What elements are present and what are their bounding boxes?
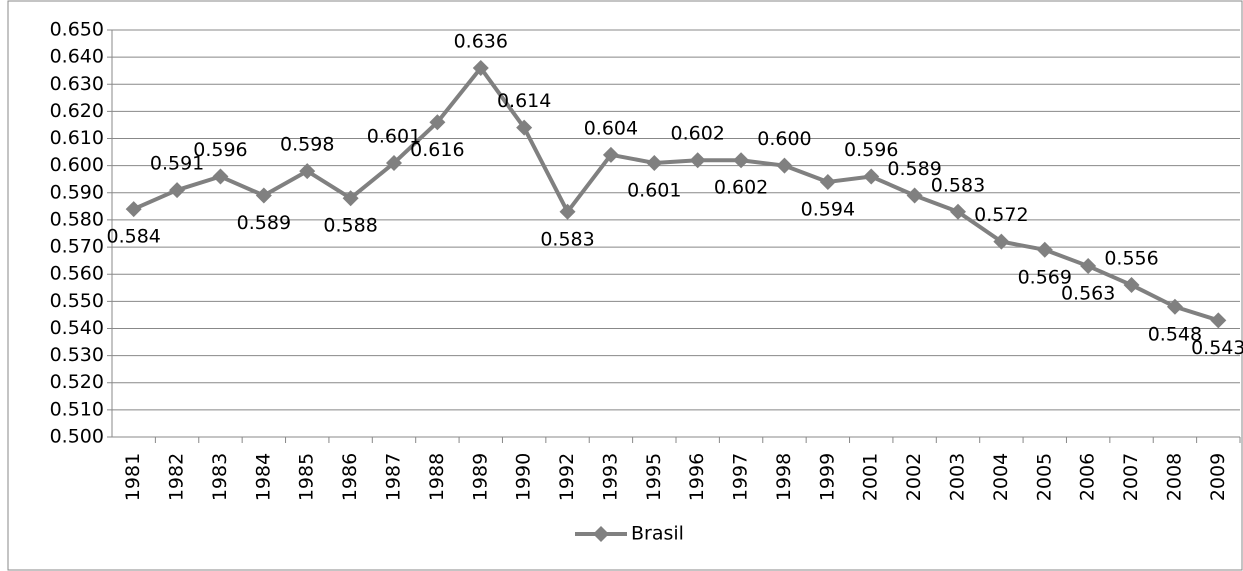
data-label: 0.596	[844, 139, 898, 161]
x-tick-label: 2009	[1207, 453, 1229, 501]
x-tick-label: 1990	[513, 453, 535, 501]
marker	[169, 182, 186, 199]
y-tick-label: 0.650	[50, 19, 104, 41]
legend-marker	[593, 526, 609, 542]
marker	[1036, 241, 1053, 258]
marker	[950, 203, 966, 220]
y-tick-label: 0.610	[50, 127, 104, 149]
y-tick-label: 0.520	[50, 371, 104, 393]
x-tick-label: 2004	[990, 453, 1012, 501]
x-tick-label: 1987	[383, 453, 405, 501]
marker	[906, 187, 923, 204]
y-tick-label: 0.570	[50, 236, 104, 258]
data-label: 0.601	[627, 179, 681, 201]
data-label: 0.601	[367, 125, 421, 147]
marker	[429, 114, 446, 131]
data-label: 0.583	[540, 228, 594, 250]
x-tick-label: 1989	[469, 453, 491, 501]
x-tick-label: 1985	[296, 453, 318, 501]
marker	[733, 152, 750, 169]
y-tick-label: 0.590	[50, 181, 104, 203]
data-label: 0.616	[410, 139, 464, 161]
marker	[1123, 277, 1140, 294]
data-label: 0.598	[280, 134, 334, 156]
x-tick-label: 1999	[816, 453, 838, 501]
y-tick-label: 0.620	[50, 100, 104, 122]
data-label: 0.600	[757, 128, 811, 150]
x-tick-label: 1984	[252, 453, 274, 501]
marker	[386, 154, 402, 171]
data-label: 0.583	[931, 174, 985, 196]
marker	[689, 152, 706, 169]
x-tick-label: 1982	[166, 453, 188, 501]
y-tick-label: 0.510	[50, 398, 104, 420]
y-tick-label: 0.550	[50, 290, 104, 312]
data-label: 0.569	[1018, 266, 1072, 288]
x-tick-label: 2006	[1077, 453, 1099, 501]
x-tick-label: 1997	[730, 453, 752, 501]
x-tick-label: 1988	[426, 453, 448, 501]
x-tick-label: 1993	[599, 453, 621, 501]
data-label: 0.614	[497, 90, 551, 112]
x-tick-label: 2007	[1120, 453, 1142, 501]
x-tick-label: 1995	[643, 453, 665, 501]
x-tick-label: 1992	[556, 453, 578, 501]
x-tick-label: 1983	[209, 453, 231, 501]
x-tick-label: 2002	[903, 453, 925, 501]
marker	[255, 187, 272, 204]
marker	[472, 59, 489, 76]
marker	[1080, 258, 1097, 275]
data-label: 0.589	[237, 212, 291, 234]
data-label: 0.584	[106, 226, 160, 248]
x-tick-label: 2008	[1163, 453, 1185, 501]
y-tick-label: 0.560	[50, 263, 104, 285]
data-label: 0.594	[801, 198, 855, 220]
marker	[1210, 312, 1227, 329]
marker	[776, 157, 793, 174]
y-tick-label: 0.640	[50, 46, 104, 68]
y-tick-label: 0.540	[50, 317, 104, 339]
marker	[559, 203, 576, 220]
legend-label: Brasil	[631, 523, 684, 545]
marker	[212, 168, 229, 185]
series-line	[132, 65, 1219, 323]
data-label: 0.589	[887, 158, 941, 180]
marker	[125, 201, 142, 218]
data-label: 0.543	[1191, 337, 1243, 359]
data-label: 0.588	[323, 215, 377, 237]
marker	[993, 233, 1010, 250]
data-label: 0.572	[974, 204, 1028, 226]
x-tick-label: 1986	[339, 453, 361, 501]
marker	[516, 119, 533, 136]
chart-border	[7, 0, 1243, 571]
data-label: 0.563	[1061, 283, 1115, 305]
marker	[602, 146, 619, 163]
x-tick-label: 2001	[860, 453, 882, 501]
data-label: 0.602	[714, 177, 768, 199]
x-tick-label: 2005	[1033, 453, 1055, 501]
data-label: 0.556	[1104, 248, 1158, 270]
data-label: 0.548	[1148, 323, 1202, 345]
y-tick-label: 0.530	[50, 344, 104, 366]
y-tick-label: 0.630	[50, 73, 104, 95]
x-tick-label: 1998	[773, 453, 795, 501]
marker	[1166, 298, 1183, 315]
y-tick-label: 0.600	[50, 154, 104, 176]
y-tick-label: 0.580	[50, 208, 104, 230]
marker	[342, 190, 359, 207]
data-label: 0.596	[193, 139, 247, 161]
data-label: 0.636	[454, 30, 508, 52]
marker	[819, 173, 836, 190]
marker	[299, 163, 316, 180]
x-tick-label: 1996	[686, 453, 708, 501]
data-label: 0.591	[150, 153, 204, 175]
data-label: 0.604	[584, 117, 638, 139]
data-label: 0.602	[670, 123, 724, 145]
y-tick-label: 0.500	[50, 426, 104, 448]
x-tick-label: 2003	[947, 453, 969, 501]
marker	[863, 168, 880, 185]
x-tick-label: 1981	[122, 453, 144, 501]
marker	[646, 154, 663, 171]
